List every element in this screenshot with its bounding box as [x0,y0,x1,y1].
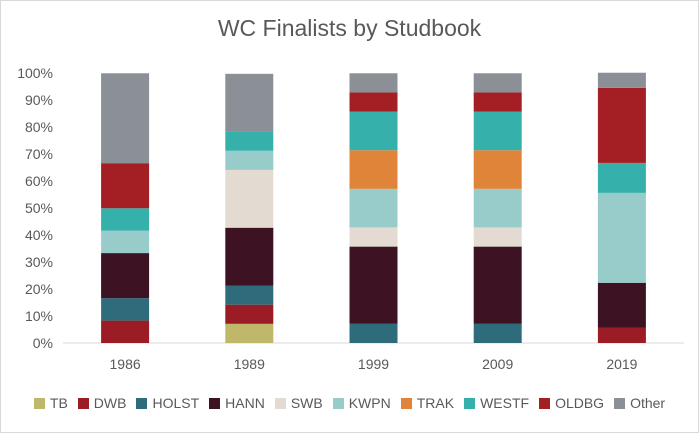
chart-legend: TB DWB HOLST HANN SWB KWPN TRAK WESTF OLDBG Other [1,395,698,411]
legend-label: HANN [225,395,265,411]
bar-segment-kwpn-1986 [101,230,150,254]
y-tick-label: 70% [25,146,53,162]
bar-segment-westf-1986 [101,208,150,231]
legend-swatch [400,397,412,409]
bar-segment-swb-2009 [473,227,522,247]
bar-segment-swb-1999 [349,227,398,247]
legend-swatch [274,397,286,409]
bar-segment-trak-2009 [473,150,522,189]
legend-label: KWPN [348,395,391,411]
legend-label: TRAK [416,395,455,411]
legend-swatch [539,397,551,409]
bar-segment-westf-1989 [225,131,274,151]
bar-segment-oldbg-1986 [101,163,150,209]
legend-item-dwb: DWB [77,395,127,411]
bar-segment-kwpn-2009 [473,188,522,228]
legend-label: OLDBG [555,395,605,411]
legend-label: Other [630,395,666,411]
y-tick-label: 10% [25,308,53,324]
legend-label: WESTF [480,395,530,411]
bar-segment-hann-2009 [473,246,522,324]
legend-label: DWB [93,395,127,411]
legend-swatch [136,397,148,409]
bar-segment-hann-2019 [597,282,646,328]
bar-segment-kwpn-1999 [349,188,398,228]
bar-segment-oldbg-1999 [349,92,398,112]
legend-label: SWB [290,395,323,411]
bar-segment-hann-1986 [101,253,150,299]
bar-segment-hann-1999 [349,246,398,324]
legend-swatch [77,397,89,409]
legend-label: TB [49,395,68,411]
bar-segment-other-1989 [225,73,274,132]
x-tick-label: 2019 [606,356,637,372]
y-tick-label: 50% [25,200,53,216]
bar-segment-holst-1986 [101,298,150,321]
bar-segment-holst-1989 [225,285,274,305]
y-tick-label: 40% [25,227,53,243]
bar-segment-swb-1989 [225,169,274,228]
y-tick-label: 90% [25,92,53,108]
legend-swatch [614,397,626,409]
bar-segment-trak-1999 [349,150,398,189]
x-tick-label: 1986 [110,356,141,372]
bar-segment-other-2009 [473,73,522,93]
y-tick-label: 30% [25,254,53,270]
x-tick-label: 2009 [482,356,513,372]
bar-segment-other-2019 [597,72,646,88]
x-tick-label: 1989 [234,356,265,372]
x-tick-label: 1999 [358,356,389,372]
bar-segment-dwb-1989 [225,304,274,324]
bar-segment-other-1986 [101,73,150,164]
bar-segment-tb-1989 [225,323,274,343]
chart-title: WC Finalists by Studbook [217,15,482,41]
bar-segment-kwpn-1989 [225,150,274,170]
legend-item-other: Other [614,395,665,411]
y-tick-label: 0% [33,335,53,351]
bar-segment-holst-2009 [473,323,522,343]
legend-swatch [332,397,344,409]
legend-item-trak: TRAK [400,395,455,411]
y-tick-label: 100% [17,65,53,81]
legend-swatch [464,397,476,409]
y-tick-label: 80% [25,119,53,135]
legend-item-westf: WESTF [464,395,529,411]
legend-item-oldbg: OLDBG [539,395,604,411]
bar-segment-dwb-2019 [597,327,646,343]
legend-label: HOLST [152,395,200,411]
bar-segment-oldbg-2009 [473,92,522,112]
legend-item-hann: HANN [209,395,265,411]
legend-item-tb: TB [33,395,68,411]
legend-item-holst: HOLST [136,395,199,411]
legend-swatch [33,397,45,409]
bar-segment-westf-1999 [349,111,398,151]
legend-swatch [209,397,221,409]
bar-segment-holst-1999 [349,323,398,343]
bar-segment-other-1999 [349,73,398,93]
y-tick-label: 20% [25,281,53,297]
legend-item-swb: SWB [274,395,323,411]
bar-segment-dwb-1986 [101,320,150,343]
bar-segment-westf-2019 [597,162,646,193]
y-tick-label: 60% [25,173,53,189]
bar-segment-hann-1989 [225,227,274,286]
bar-segment-oldbg-2019 [597,87,646,163]
bar-segment-kwpn-2019 [597,192,646,283]
legend-item-kwpn: KWPN [332,395,391,411]
bar-segment-westf-2009 [473,111,522,151]
